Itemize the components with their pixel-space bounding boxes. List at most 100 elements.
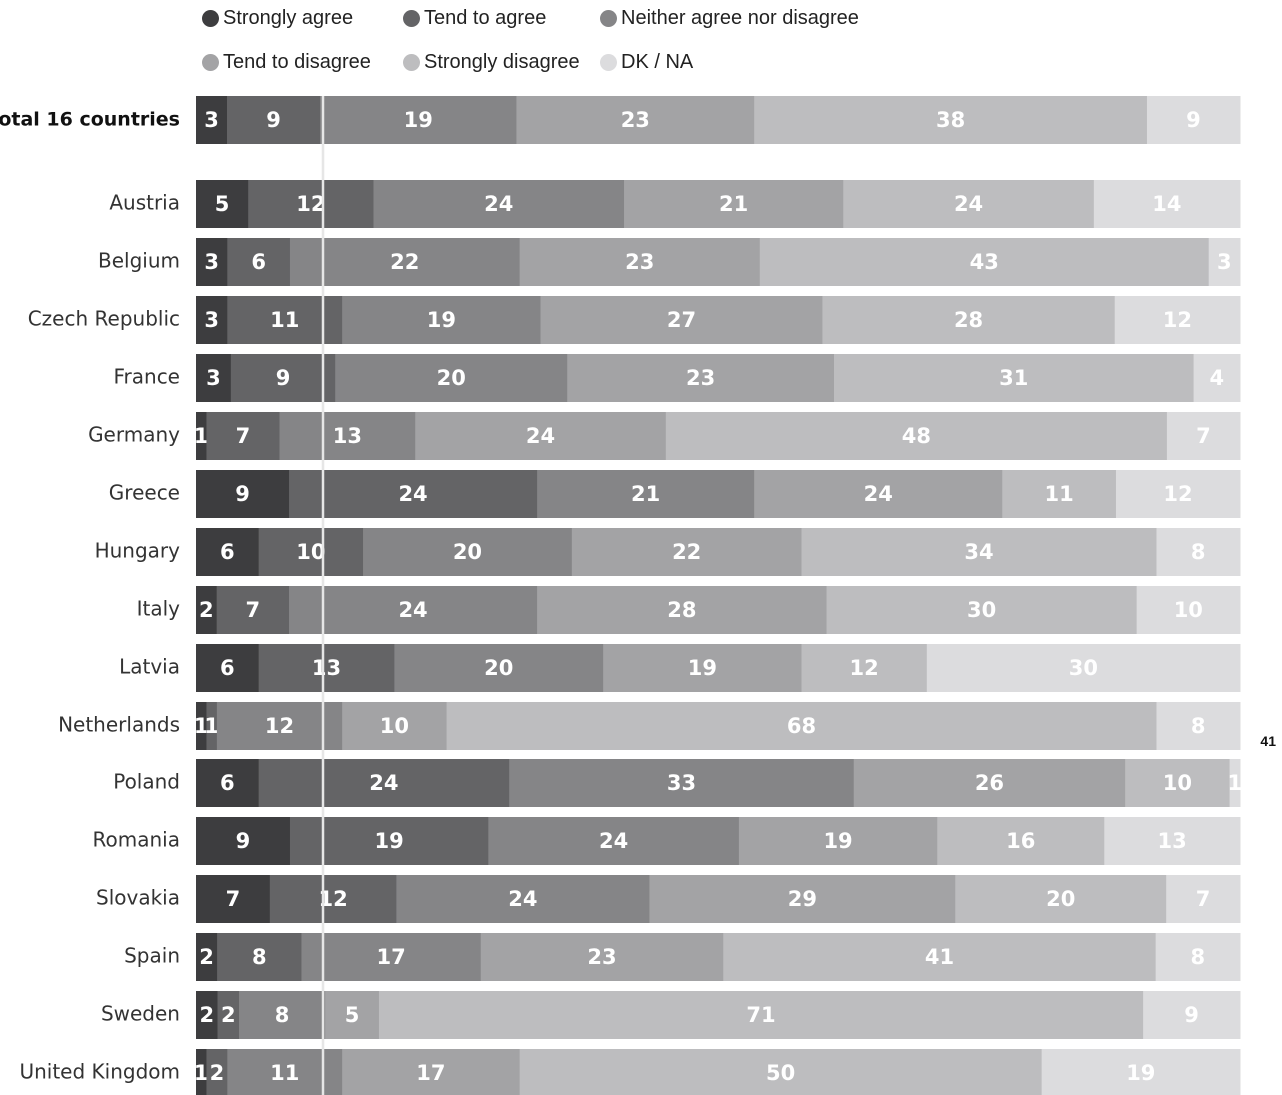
bar-segment <box>1041 1049 1241 1095</box>
data-label: 31 <box>999 366 1028 390</box>
bar-segment <box>217 991 240 1039</box>
legend-label: DK / NA <box>621 51 694 73</box>
data-label: 24 <box>864 482 893 506</box>
bar-segment <box>571 528 803 576</box>
data-label: 20 <box>1046 887 1075 911</box>
data-label: 19 <box>1126 1061 1155 1085</box>
data-label: 38 <box>936 108 965 132</box>
bar-segment <box>1136 586 1241 634</box>
bar-segment <box>516 96 755 144</box>
bar-segment <box>843 180 1095 228</box>
page-number: 41 <box>1260 733 1276 749</box>
bar-segment <box>216 702 343 750</box>
category-label: Sweden <box>101 1002 180 1026</box>
data-label: 24 <box>526 424 555 448</box>
data-label: 2 <box>221 1003 236 1027</box>
bar-segment <box>1155 933 1241 981</box>
data-label: 7 <box>246 598 261 622</box>
bar-segment <box>567 354 835 402</box>
legend-item: Strongly agree <box>202 7 353 30</box>
data-label: 9 <box>276 366 291 390</box>
data-label: 29 <box>788 887 817 911</box>
data-label: 71 <box>746 1003 775 1027</box>
data-label: 9 <box>235 482 250 506</box>
category-label: Italy <box>137 597 181 621</box>
bar-row: United Kingdom 1 2 11 17 50 19 <box>19 1049 1241 1095</box>
bar-segment <box>196 644 260 692</box>
data-label: 1 <box>204 714 219 738</box>
data-label: 3 <box>204 250 219 274</box>
data-label: 7 <box>236 424 251 448</box>
bar-segment <box>196 354 232 402</box>
data-label: 23 <box>686 366 715 390</box>
data-label: 12 <box>296 192 325 216</box>
data-label: 7 <box>1196 887 1211 911</box>
bar-segment <box>196 238 228 286</box>
bar-segment <box>206 1049 228 1095</box>
data-label: 19 <box>404 108 433 132</box>
bar-row: Slovakia 7 12 24 29 20 7 <box>96 875 1241 923</box>
bar-segment <box>269 875 397 923</box>
bar-segment <box>196 1049 207 1095</box>
data-label: 24 <box>398 598 427 622</box>
data-label: 24 <box>484 192 513 216</box>
data-label: 3 <box>1217 250 1232 274</box>
category-label: Greece <box>109 481 180 505</box>
data-label: 19 <box>427 308 456 332</box>
bar-segment <box>665 412 1168 460</box>
data-label: 19 <box>375 829 404 853</box>
bar-segment <box>537 470 755 518</box>
bar-segment <box>227 96 321 144</box>
bar-segment <box>394 644 604 692</box>
data-label: 10 <box>1163 771 1192 795</box>
data-label: 24 <box>398 482 427 506</box>
bar-segment <box>196 817 291 865</box>
bar-segment <box>230 354 336 402</box>
data-label: 23 <box>621 108 650 132</box>
bar-segment <box>649 875 956 923</box>
bar-segment <box>603 644 803 692</box>
legend-label: Strongly agree <box>223 7 354 29</box>
bar-segment <box>540 296 823 344</box>
bar-segment <box>196 875 271 923</box>
legend-swatch <box>403 54 420 71</box>
bar-segment <box>1115 470 1241 518</box>
bar-segment <box>1156 702 1241 750</box>
bar-segment <box>723 933 1157 981</box>
bar-row: Poland 6 24 33 26 10 1 <box>113 759 1242 807</box>
data-label: 16 <box>1006 829 1035 853</box>
category-label: Netherlands <box>58 713 180 737</box>
bar-segment <box>342 296 542 344</box>
bar-segment <box>216 586 290 634</box>
bar-row: Germany 1 7 13 24 48 7 <box>88 412 1241 460</box>
data-label: 6 <box>220 771 235 795</box>
data-label: 10 <box>296 540 325 564</box>
bar-row: Greece 9 24 21 24 11 12 <box>109 470 1241 518</box>
data-label: 8 <box>252 945 267 969</box>
bar-segment <box>1166 875 1241 923</box>
data-label: 8 <box>1191 714 1206 738</box>
bar-segment <box>196 702 207 750</box>
data-label: 19 <box>823 829 852 853</box>
bar-segment <box>955 875 1167 923</box>
data-label: 20 <box>484 656 513 680</box>
bar-segment <box>1208 238 1241 286</box>
data-label: 11 <box>270 1061 299 1085</box>
data-label: 17 <box>416 1061 445 1085</box>
data-label: 43 <box>970 250 999 274</box>
legend-label: Tend to disagree <box>223 51 371 73</box>
bar-segment <box>206 412 281 460</box>
category-label: Belgium <box>98 249 180 273</box>
bar-segment <box>396 875 650 923</box>
bar-segment <box>738 817 938 865</box>
bar-segment <box>446 702 1157 750</box>
data-label: 12 <box>1163 482 1192 506</box>
data-label: 34 <box>964 540 993 564</box>
data-label: 4 <box>1209 366 1224 390</box>
legend-item: Tend to agree <box>403 7 546 30</box>
data-label: 6 <box>251 250 266 274</box>
bar-segment <box>325 991 380 1039</box>
bar-segment <box>196 586 218 634</box>
legend-swatch <box>403 10 420 27</box>
